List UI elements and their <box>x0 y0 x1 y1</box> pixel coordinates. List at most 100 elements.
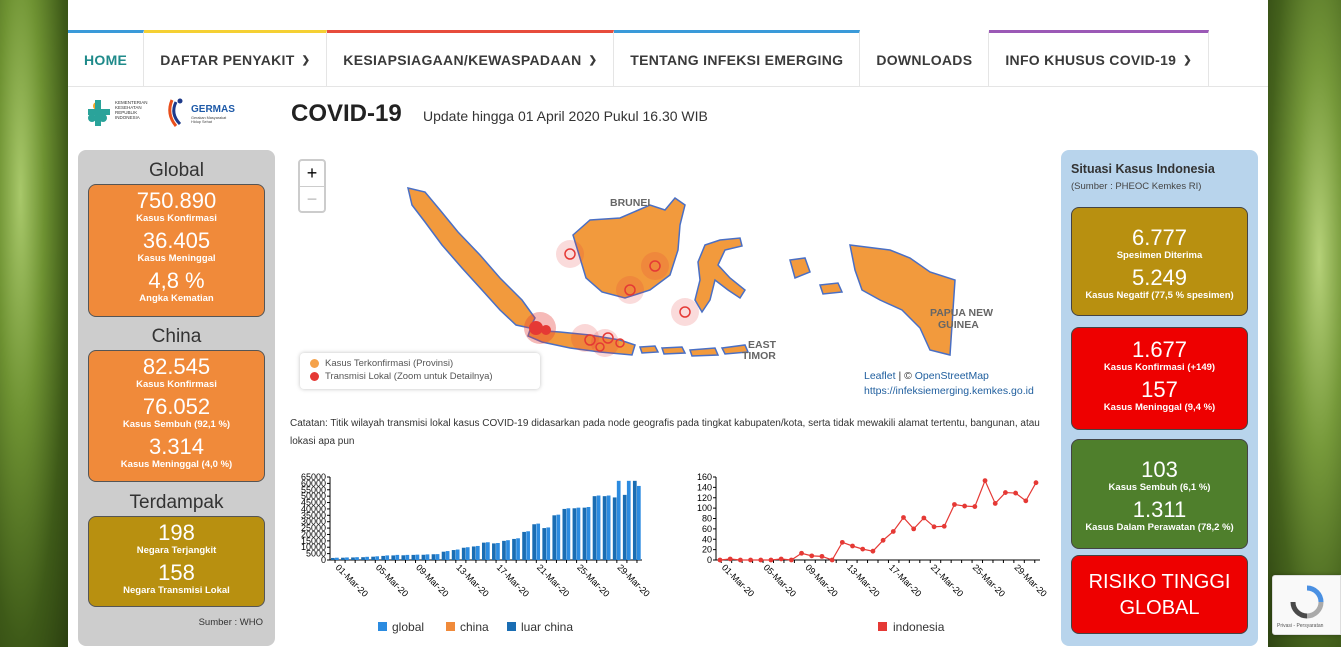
x-tick-label: 25-Mar-20 <box>575 562 611 598</box>
zoom-out-button[interactable]: − <box>300 186 324 211</box>
bar-global <box>335 557 339 560</box>
x-tick-label: 13-Mar-20 <box>454 562 490 598</box>
bar-luar-china <box>592 496 597 560</box>
bar-luar-china <box>461 547 466 560</box>
affected-title: Terdampak <box>129 492 224 513</box>
map-dots <box>524 240 699 357</box>
bar-luar-china <box>361 557 365 560</box>
point-indonesia <box>809 553 815 559</box>
legend-row-confirmed: Kasus Terkonfirmasi (Provinsi) <box>310 357 530 370</box>
id-treated-value: 1.311 <box>1132 497 1187 522</box>
map-svg: BRUNEI PAPUA NEW GUINEA EAST TIMOR <box>406 186 993 362</box>
x-tick-label: 21-Mar-20 <box>929 562 965 598</box>
point-indonesia <box>880 537 886 543</box>
id-treated-label: Kasus Dalam Perawatan (78,2 %) <box>1085 522 1234 533</box>
x-tick-label: 05-Mar-20 <box>762 562 798 598</box>
zoom-in-button[interactable]: + <box>306 163 318 183</box>
chevron-down-icon: ❯ <box>301 54 311 66</box>
point-indonesia <box>737 557 743 563</box>
point-indonesia <box>778 556 784 562</box>
bar-luar-china <box>602 496 607 560</box>
y-tick-label: 40 <box>702 534 712 544</box>
indonesia-map[interactable]: BRUNEI PAPUA NEW GUINEA EAST TIMOR + − K… <box>290 150 1050 405</box>
y-tick-label: 60 <box>702 524 712 534</box>
x-tick-label: 29-Mar-20 <box>615 562 651 598</box>
bar-global <box>425 554 430 560</box>
bar-global <box>365 556 369 560</box>
nav-downloads[interactable]: DOWNLOADS <box>860 30 990 87</box>
label-brunei: BRUNEI <box>610 197 650 209</box>
bar-global <box>496 543 500 560</box>
bar-global <box>516 538 520 560</box>
bar-luar-china <box>331 557 335 560</box>
id-deaths-label: Kasus Meninggal (9,4 %) <box>1103 402 1216 413</box>
risk-box: RISIKO TINGGI GLOBAL <box>1071 555 1248 634</box>
legend-label: luar china <box>521 620 573 634</box>
point-indonesia <box>901 515 906 520</box>
bar-luar-china <box>381 555 386 560</box>
y-tick-label: 45000 <box>301 498 326 508</box>
legend-label: global <box>392 620 424 634</box>
point-indonesia <box>992 501 998 506</box>
bar-global <box>445 551 450 560</box>
id-confirmed-label: Kasus Konfirmasi (+149) <box>1103 362 1216 373</box>
bar-global <box>546 527 551 560</box>
china-deaths-label: Kasus Meninggal (4,0 %) <box>120 459 233 470</box>
legend-row-local: Transmisi Lokal (Zoom untuk Detailnya) <box>310 370 530 383</box>
bar-luar-china <box>492 543 496 560</box>
bar-luar-china <box>481 542 486 560</box>
point-indonesia <box>982 478 988 484</box>
site-link[interactable]: https://infeksiemerging.kemkes.go.id <box>864 385 1034 397</box>
affected-countries-label: Negara Terjangkit <box>136 545 217 556</box>
y-tick-label: 60000 <box>301 478 326 488</box>
germas-sub-1: Gerakan Masyarakat <box>191 116 227 120</box>
bar-global <box>566 508 571 560</box>
global-cfr-label: Angka Kematian <box>139 293 214 304</box>
bar-global <box>475 545 480 560</box>
indonesia-title: Situasi Kasus Indonesia <box>1071 162 1215 176</box>
bar-global <box>576 507 581 560</box>
bar-global <box>596 495 601 560</box>
point-indonesia <box>860 546 866 552</box>
x-tick-label: 09-Mar-20 <box>414 562 450 598</box>
point-indonesia <box>788 557 794 563</box>
bar-global <box>405 554 410 560</box>
bar-luar-china <box>451 550 456 560</box>
nav-kesiapsiagaan[interactable]: KESIAPSIAGAAN/KEWASPADAAN ❯ <box>327 30 615 87</box>
bar-global <box>435 554 440 560</box>
recaptcha-icon <box>1290 585 1324 619</box>
recaptcha-badge[interactable]: Privasi - Persyaratan <box>1272 575 1341 635</box>
confirmed-box: 1.677 Kasus Konfirmasi (+149) 157 Kasus … <box>1071 327 1248 430</box>
legend-label: indonesia <box>893 620 945 634</box>
china-stats: 82.545 Kasus Konfirmasi 76.052 Kasus Sem… <box>88 350 265 482</box>
global-confirmed: 750.890 <box>136 188 217 213</box>
point-indonesia <box>941 523 947 529</box>
bar-luar-china <box>471 546 476 560</box>
global-deaths-label: Kasus Meninggal <box>137 253 216 264</box>
leaflet-link[interactable]: Leaflet <box>864 370 896 382</box>
map-labels: BRUNEI PAPUA NEW GUINEA EAST TIMOR <box>610 197 993 362</box>
bar-global <box>626 480 631 560</box>
y-tick-label: 35000 <box>301 510 326 520</box>
y-tick-label: 55000 <box>301 485 326 495</box>
logos: KEMENTERIAN KESEHATAN REPUBLIK INDONESIA… <box>88 98 235 127</box>
bar-global <box>526 531 530 560</box>
nav-tentang-infeksi[interactable]: TENTANG INFEKSI EMERGING <box>614 30 861 87</box>
nav-home[interactable]: HOME <box>68 30 145 87</box>
global-bar-chart: 0500010000150002000025000300003500040000… <box>301 472 652 634</box>
bar-luar-china <box>532 524 537 560</box>
nav-daftar-penyakit-label: DAFTAR PENYAKIT <box>160 52 295 68</box>
bar-luar-china <box>431 554 436 560</box>
point-indonesia <box>819 553 825 559</box>
bar-luar-china <box>612 497 617 560</box>
nav-daftar-penyakit[interactable]: DAFTAR PENYAKIT ❯ <box>144 30 328 87</box>
bar-global <box>486 542 490 560</box>
bar-global <box>465 547 470 560</box>
legend-swatch <box>446 622 455 631</box>
negative-label: Kasus Negatif (77,5 % spesimen) <box>1085 290 1234 301</box>
bar-luar-china <box>421 554 426 560</box>
nav-info-covid[interactable]: INFO KHUSUS COVID-19 ❯ <box>989 30 1209 87</box>
osm-link[interactable]: OpenStreetMap <box>914 370 989 382</box>
bar-luar-china <box>512 538 516 560</box>
id-recovered-label: Kasus Sembuh (6,1 %) <box>1108 482 1211 493</box>
